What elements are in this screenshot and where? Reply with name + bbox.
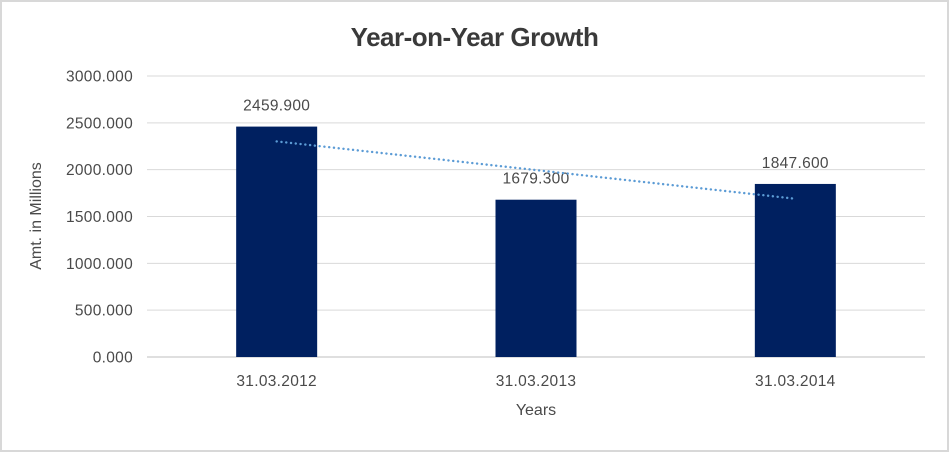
y-tick-label: 2500.000 [66, 115, 133, 132]
y-tick-label: 500.000 [75, 303, 133, 320]
chart-title: Year-on-Year Growth [350, 22, 599, 52]
y-tick-label: 2000.000 [66, 162, 133, 179]
bar-value-label: 1679.300 [502, 171, 569, 188]
x-tick-label: 31.03.2012 [236, 373, 317, 390]
x-tick-label: 31.03.2013 [496, 373, 577, 390]
trendline [275, 140, 797, 200]
y-tick-label: 1500.000 [66, 209, 133, 226]
bar [236, 126, 318, 358]
x-tick-label: 31.03.2014 [755, 373, 836, 390]
bar [754, 183, 836, 357]
bar-value-label: 1847.600 [762, 155, 829, 172]
x-axis-title: Years [515, 402, 557, 419]
y-tick-label: 0.000 [93, 350, 133, 367]
bar [495, 199, 577, 357]
y-tick-label: 3000.000 [66, 69, 133, 86]
bar-value-label: 2459.900 [243, 98, 310, 115]
y-tick-label: 1000.000 [66, 256, 133, 273]
